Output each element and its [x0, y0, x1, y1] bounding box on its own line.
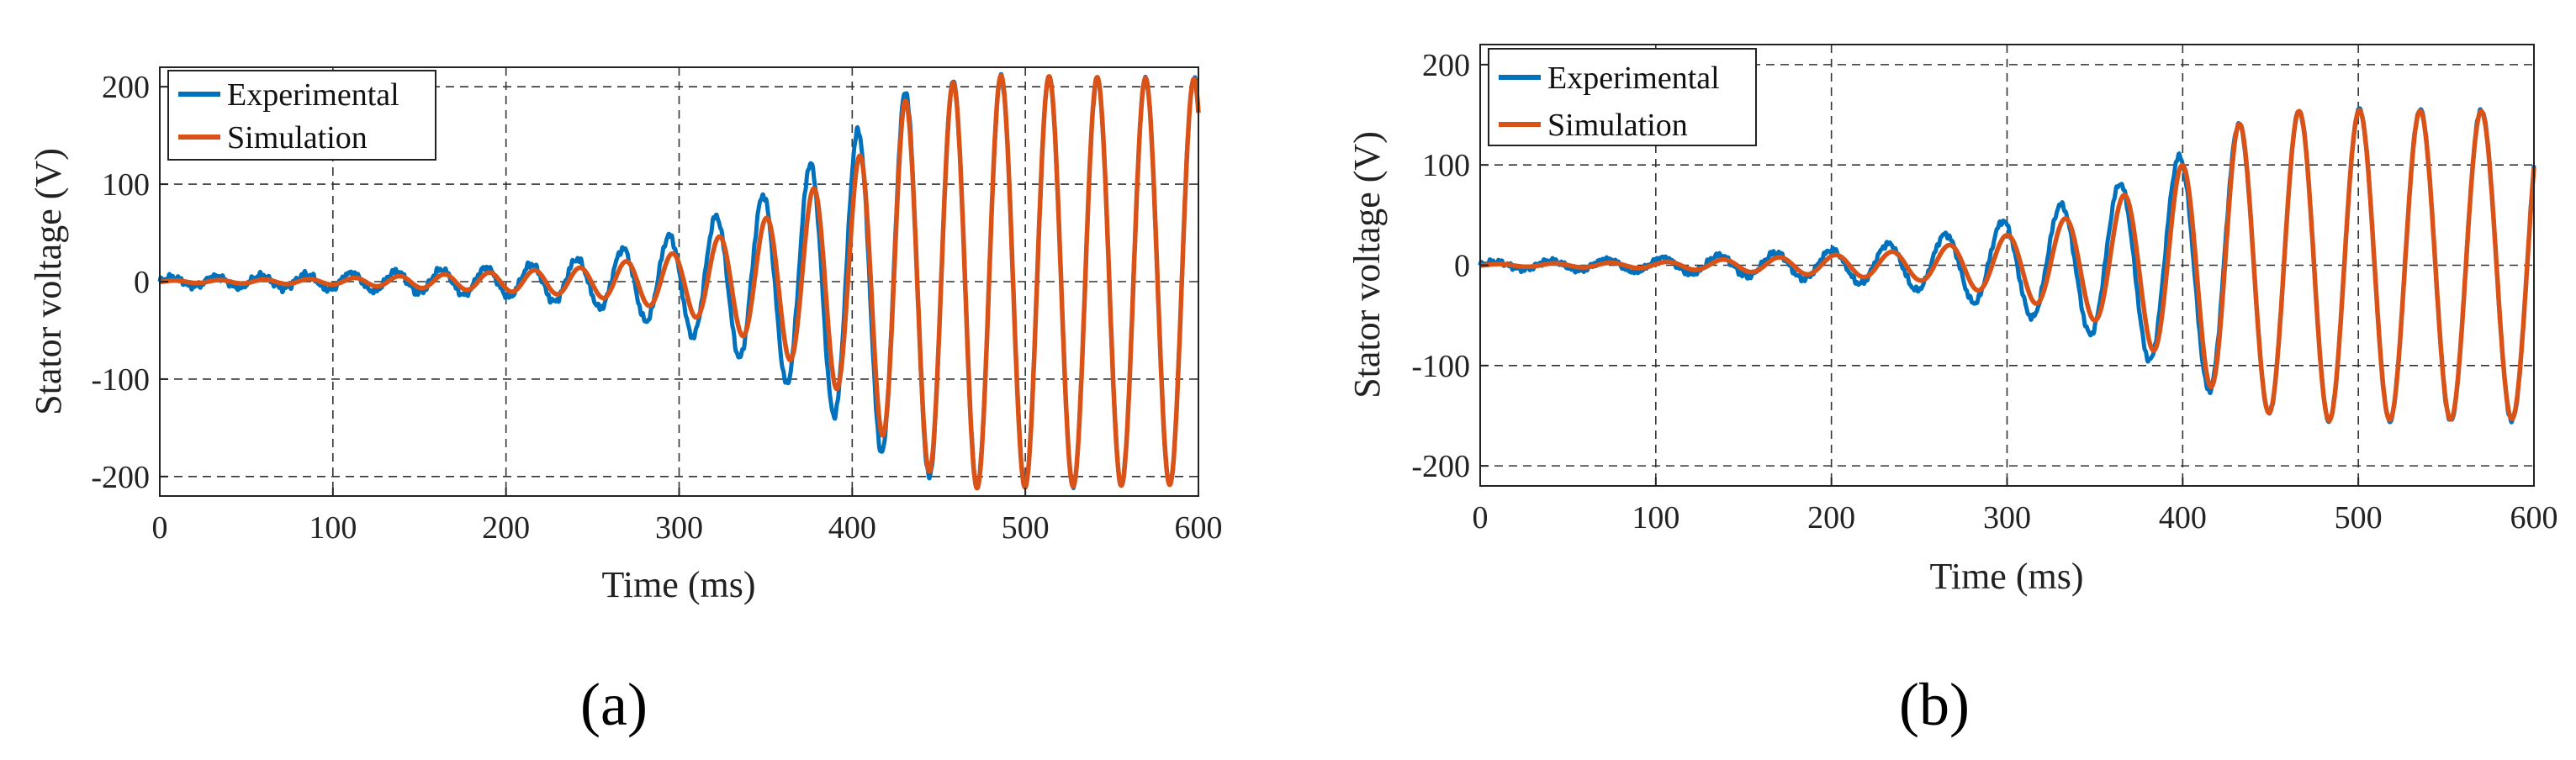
- series-group: [157, 71, 1201, 491]
- x-tick-label: 600: [1175, 510, 1223, 546]
- x-tick-label: 400: [2159, 500, 2207, 536]
- legend: Experimental Simulation: [167, 70, 436, 161]
- legend: Experimental Simulation: [1488, 48, 1757, 146]
- series-line-simulation: [157, 73, 1201, 491]
- y-tick-label: 0: [134, 265, 150, 300]
- x-tick-label: 200: [1807, 500, 1855, 536]
- y-tick-label: -200: [91, 460, 150, 495]
- legend-label-simulation: Simulation: [227, 120, 368, 156]
- series-group: [1478, 106, 2536, 425]
- legend-label-simulation: Simulation: [1547, 108, 1688, 143]
- legend-label-experimental: Experimental: [227, 77, 399, 113]
- y-tick-label: 100: [1422, 148, 1470, 183]
- y-tick-label: -100: [91, 362, 150, 398]
- x-axis-label: Time (ms): [602, 564, 756, 605]
- x-axis-ticks: 0 100 200 300 400 500 600: [152, 488, 1223, 546]
- panel-label: (a): [580, 671, 648, 738]
- y-tick-label: -100: [1411, 349, 1470, 384]
- y-axis-label: Stator voltage (V): [1346, 131, 1388, 398]
- chart-panel-b: 0 100 200 300 400 500 600 -200 -100 0 100 200 Time…: [1346, 44, 2558, 738]
- x-tick-label: 500: [2335, 500, 2383, 536]
- x-axis-ticks: 0 100 200 300 400 500 600: [1473, 478, 2558, 536]
- x-axis-label: Time (ms): [1930, 556, 2084, 597]
- y-tick-label: 0: [1454, 249, 1470, 284]
- legend-box: [1488, 48, 1757, 146]
- x-tick-label: 0: [1473, 500, 1489, 536]
- y-axis-ticks: -200 -100 0 100 200: [91, 70, 168, 495]
- y-axis-label: Stator voltage (V): [28, 148, 69, 415]
- x-tick-label: 100: [309, 510, 357, 546]
- x-tick-label: 300: [655, 510, 703, 546]
- y-tick-label: 100: [102, 167, 150, 203]
- x-tick-label: 200: [482, 510, 530, 546]
- x-tick-label: 500: [1002, 510, 1050, 546]
- x-tick-label: 100: [1632, 500, 1679, 536]
- chart-panel-a: 0 100 200 300 400 500 600 -200 -100 0 100 200 Time…: [28, 66, 1223, 738]
- y-tick-label: -200: [1411, 449, 1470, 484]
- x-tick-label: 0: [152, 510, 168, 546]
- series-line-simulation: [1478, 108, 2536, 423]
- x-tick-label: 400: [828, 510, 876, 546]
- x-tick-label: 300: [1983, 500, 2031, 536]
- y-axis-ticks: -200 -100 0 100 200: [1411, 48, 1489, 484]
- legend-box: [167, 70, 436, 161]
- panel-label: (b): [1899, 671, 1970, 738]
- x-tick-label: 600: [2510, 500, 2558, 536]
- legend-label-experimental: Experimental: [1547, 61, 1720, 96]
- y-tick-label: 200: [1422, 48, 1470, 83]
- y-tick-label: 200: [102, 70, 150, 105]
